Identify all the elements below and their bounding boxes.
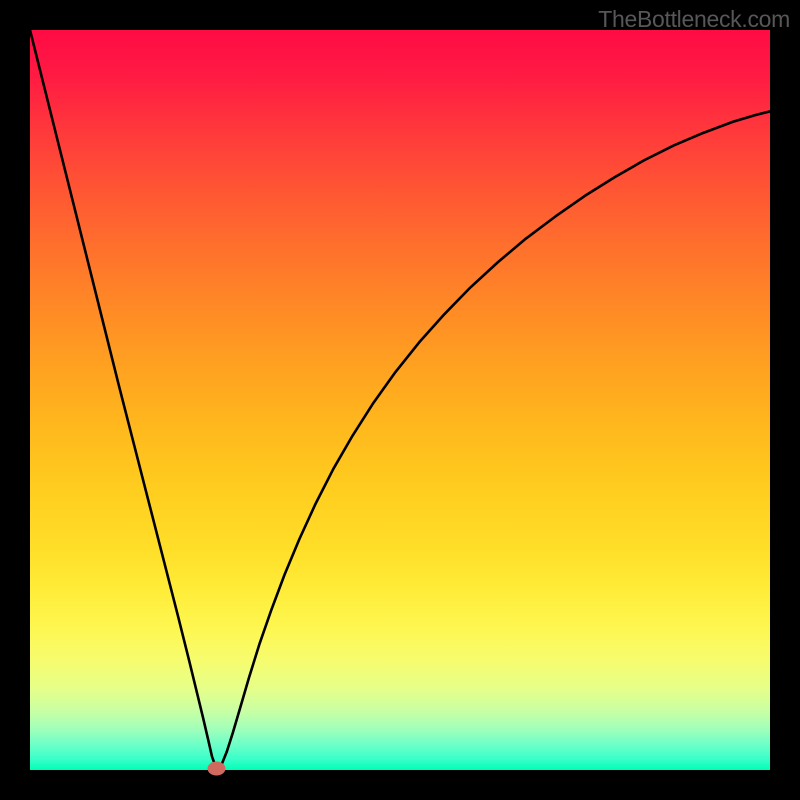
frame-right [770, 0, 800, 800]
minimum-marker [207, 762, 225, 776]
frame-left [0, 0, 30, 800]
bottleneck-curve [30, 30, 770, 769]
frame-bottom [0, 770, 800, 800]
bottleneck-curve-layer [30, 30, 770, 770]
watermark-text: TheBottleneck.com [598, 6, 790, 33]
